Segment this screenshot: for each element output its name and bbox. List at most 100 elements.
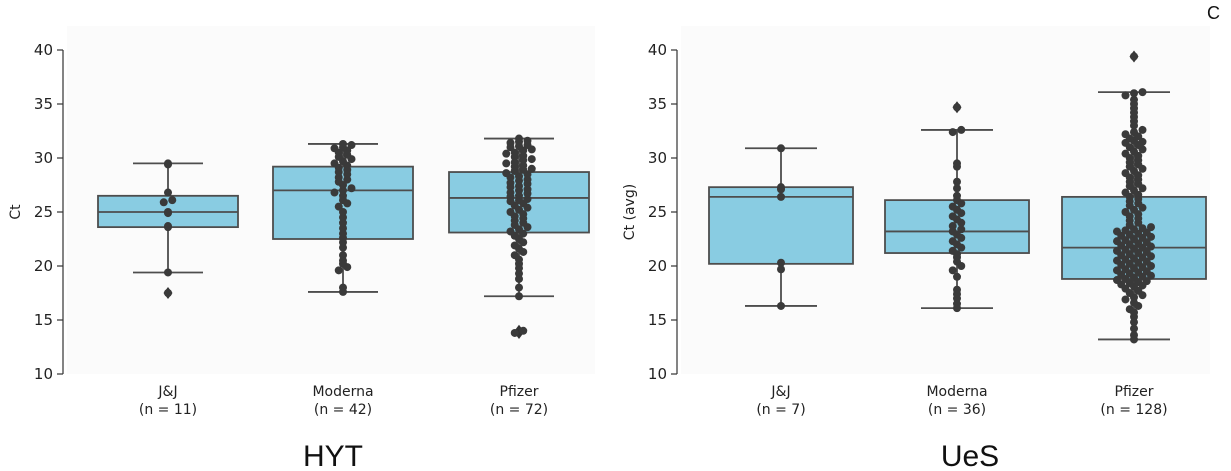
data-point	[1121, 226, 1130, 235]
data-point	[347, 184, 356, 193]
data-point	[527, 164, 536, 173]
data-point	[506, 138, 515, 147]
data-point	[948, 266, 957, 275]
data-point	[515, 292, 523, 301]
y-tick-label: 40	[34, 41, 53, 59]
data-point	[1113, 256, 1121, 265]
data-point	[339, 139, 347, 148]
category-n-label: (n = 128)	[1100, 402, 1167, 418]
data-point	[777, 258, 785, 267]
data-point	[164, 188, 172, 197]
data-point	[777, 192, 785, 201]
data-point	[334, 266, 343, 275]
data-point	[1138, 137, 1147, 146]
data-point	[502, 169, 511, 178]
y-tick-label: 10	[34, 365, 53, 383]
category-n-label: (n = 42)	[314, 402, 372, 418]
data-point	[515, 134, 523, 143]
category-group: J&J (n = 7)	[708, 144, 854, 418]
panel-title: UeS	[941, 440, 999, 471]
data-point	[953, 191, 961, 200]
category-label: Moderna	[312, 384, 373, 400]
data-point	[1113, 246, 1121, 255]
data-point	[502, 149, 511, 158]
data-point	[1130, 331, 1138, 340]
data-point	[957, 125, 966, 134]
data-point	[339, 283, 347, 292]
data-point	[164, 289, 172, 297]
corner-label: C	[1207, 3, 1220, 23]
data-point	[502, 159, 511, 168]
data-point	[527, 155, 536, 164]
data-point	[1121, 91, 1130, 100]
category-group: Moderna (n = 42)	[272, 139, 414, 418]
data-point	[953, 285, 961, 294]
data-point	[339, 208, 347, 216]
data-point	[510, 251, 519, 260]
y-tick-label: 35	[34, 95, 53, 113]
data-point	[506, 208, 515, 216]
data-point	[1138, 224, 1147, 233]
y-tick-label: 20	[34, 257, 53, 275]
data-point	[1130, 128, 1138, 137]
category-n-label: (n = 36)	[928, 402, 986, 418]
data-point	[510, 148, 519, 157]
category-n-label: (n = 11)	[139, 402, 197, 418]
data-point	[1121, 149, 1130, 158]
data-point	[347, 141, 356, 150]
category-label: Moderna	[926, 384, 987, 400]
data-point	[953, 159, 961, 168]
data-point	[1121, 295, 1130, 304]
category-n-label: (n = 72)	[490, 402, 548, 418]
data-point	[164, 268, 172, 277]
data-point	[515, 283, 523, 292]
category-label: Pfizer	[500, 384, 539, 400]
data-point	[1121, 169, 1130, 178]
y-tick-label: 15	[648, 311, 667, 329]
y-tick-label: 35	[648, 95, 667, 113]
category-n-label: (n = 7)	[756, 402, 805, 418]
data-point	[948, 212, 957, 221]
data-point	[334, 202, 343, 211]
y-tick-label: 30	[34, 149, 53, 167]
category-label: J&J	[157, 384, 177, 400]
data-point	[1125, 305, 1134, 314]
data-point	[164, 222, 172, 231]
data-point	[510, 328, 519, 337]
data-point	[1130, 52, 1138, 61]
data-point	[953, 177, 961, 186]
data-point	[1113, 227, 1121, 236]
data-point	[953, 103, 961, 112]
category-label: J&J	[770, 384, 790, 400]
category-label: Pfizer	[1115, 384, 1154, 400]
data-point	[1130, 95, 1138, 104]
data-point	[953, 184, 961, 193]
panel-title: HYT	[303, 440, 363, 471]
data-point	[1130, 324, 1138, 333]
data-point	[948, 246, 957, 255]
category-group: J&J (n = 11)	[97, 159, 239, 418]
data-point	[506, 227, 515, 236]
data-point	[1138, 125, 1147, 134]
data-point	[957, 225, 966, 234]
data-point	[1121, 208, 1130, 216]
data-point	[777, 301, 785, 310]
data-point	[330, 188, 339, 197]
data-point	[948, 202, 957, 211]
data-point	[1121, 130, 1130, 139]
data-point	[1147, 223, 1155, 232]
category-group: Pfizer (n = 128)	[1061, 50, 1207, 418]
category-group: Moderna (n = 36)	[884, 101, 1030, 418]
data-point	[164, 159, 172, 168]
y-tick-label: 30	[648, 149, 667, 167]
data-point	[510, 241, 519, 250]
panel-hyt: 10 15 20 25 30 35 40 Ct J&J (n = 11) Moderna (n = 4…	[8, 26, 595, 471]
data-point	[948, 222, 957, 231]
data-point	[777, 183, 785, 192]
data-point	[330, 159, 339, 168]
data-point	[1113, 276, 1121, 285]
y-tick-label: 20	[648, 257, 667, 275]
panel-ues: 10 15 20 25 30 35 40 Ct (avg) J&J (n = 7) Moderna (…	[622, 26, 1210, 471]
data-point	[1113, 237, 1121, 246]
